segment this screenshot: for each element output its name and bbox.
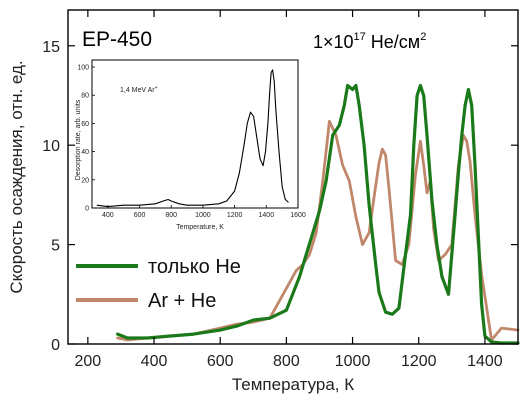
inset-y-tick-label: 40 xyxy=(81,149,89,156)
main-plot-frame xyxy=(67,9,519,345)
inset-x-axis-title: Temperature, K xyxy=(176,224,224,231)
inset-title: 1,4 MeV Ar+ xyxy=(120,85,158,94)
y-tick-label: 15 xyxy=(42,39,60,56)
fluence-unit: He/см xyxy=(366,32,420,52)
sample-label: EP-450 xyxy=(82,28,152,51)
inset-x-tick-label: 1000 xyxy=(195,212,211,219)
inset-y-tick-label: 100 xyxy=(77,65,89,72)
inset-chart: 400 600 800 1000 1200 1400 1600 0 20 40 60 80 100 1,… xyxy=(75,59,306,231)
x-tick-label: 1400 xyxy=(467,353,503,370)
x-axis-title: Температура, К xyxy=(232,375,354,394)
inset-x-tick-label: 600 xyxy=(134,212,146,219)
x-tick-label: 800 xyxy=(273,353,300,370)
x-tick-label: 200 xyxy=(75,353,102,370)
x-tick-label: 1000 xyxy=(335,353,371,370)
x-tick-label: 1200 xyxy=(401,353,437,370)
inset-title-plus: + xyxy=(155,85,158,91)
inset-ticks-group: 400 600 800 1000 1200 1400 1600 0 20 40 60 80 100 xyxy=(77,65,306,219)
y-tick-label: 0 xyxy=(51,337,60,354)
inset-series-group xyxy=(96,69,289,208)
inset-y-tick-label: 80 xyxy=(81,93,89,100)
inset-frame xyxy=(91,59,299,209)
inset-x-tick-label: 1600 xyxy=(290,212,306,219)
inset-y-tick-label: 0 xyxy=(85,206,89,213)
series-line-0 xyxy=(115,83,520,345)
inset-x-tick-label: 1400 xyxy=(259,212,275,219)
fluence-unit-power: 2 xyxy=(420,31,426,43)
legend-label-1: Ar + He xyxy=(148,290,216,312)
inset-y-tick-label: 60 xyxy=(81,121,89,128)
inset-x-tick-label: 400 xyxy=(102,212,114,219)
y-axis-title: Скорость осаждения, отн. ед. xyxy=(7,60,26,293)
inset-y-axis-title: Desorption rate, arb. units xyxy=(75,99,82,180)
inset-x-tick-label: 800 xyxy=(165,212,177,219)
inset-title-main: 1,4 MeV Ar xyxy=(120,87,155,94)
y-tick-label: 10 xyxy=(42,138,60,155)
fluence-prefix: 1×10 xyxy=(313,32,354,52)
x-tick-label: 600 xyxy=(207,353,234,370)
fluence-exponent: 17 xyxy=(354,31,366,43)
main-series-group xyxy=(115,83,520,345)
inset-x-tick-label: 1200 xyxy=(227,212,243,219)
x-tick-label: 400 xyxy=(141,353,168,370)
fluence-label: 1×1017 He/см2 xyxy=(313,31,426,52)
legend: только He Ar + He xyxy=(76,256,241,312)
inset-y-tick-label: 20 xyxy=(81,177,89,184)
legend-label-0: только He xyxy=(148,256,241,278)
y-tick-label: 5 xyxy=(51,238,60,255)
inset-series-line xyxy=(96,69,289,208)
